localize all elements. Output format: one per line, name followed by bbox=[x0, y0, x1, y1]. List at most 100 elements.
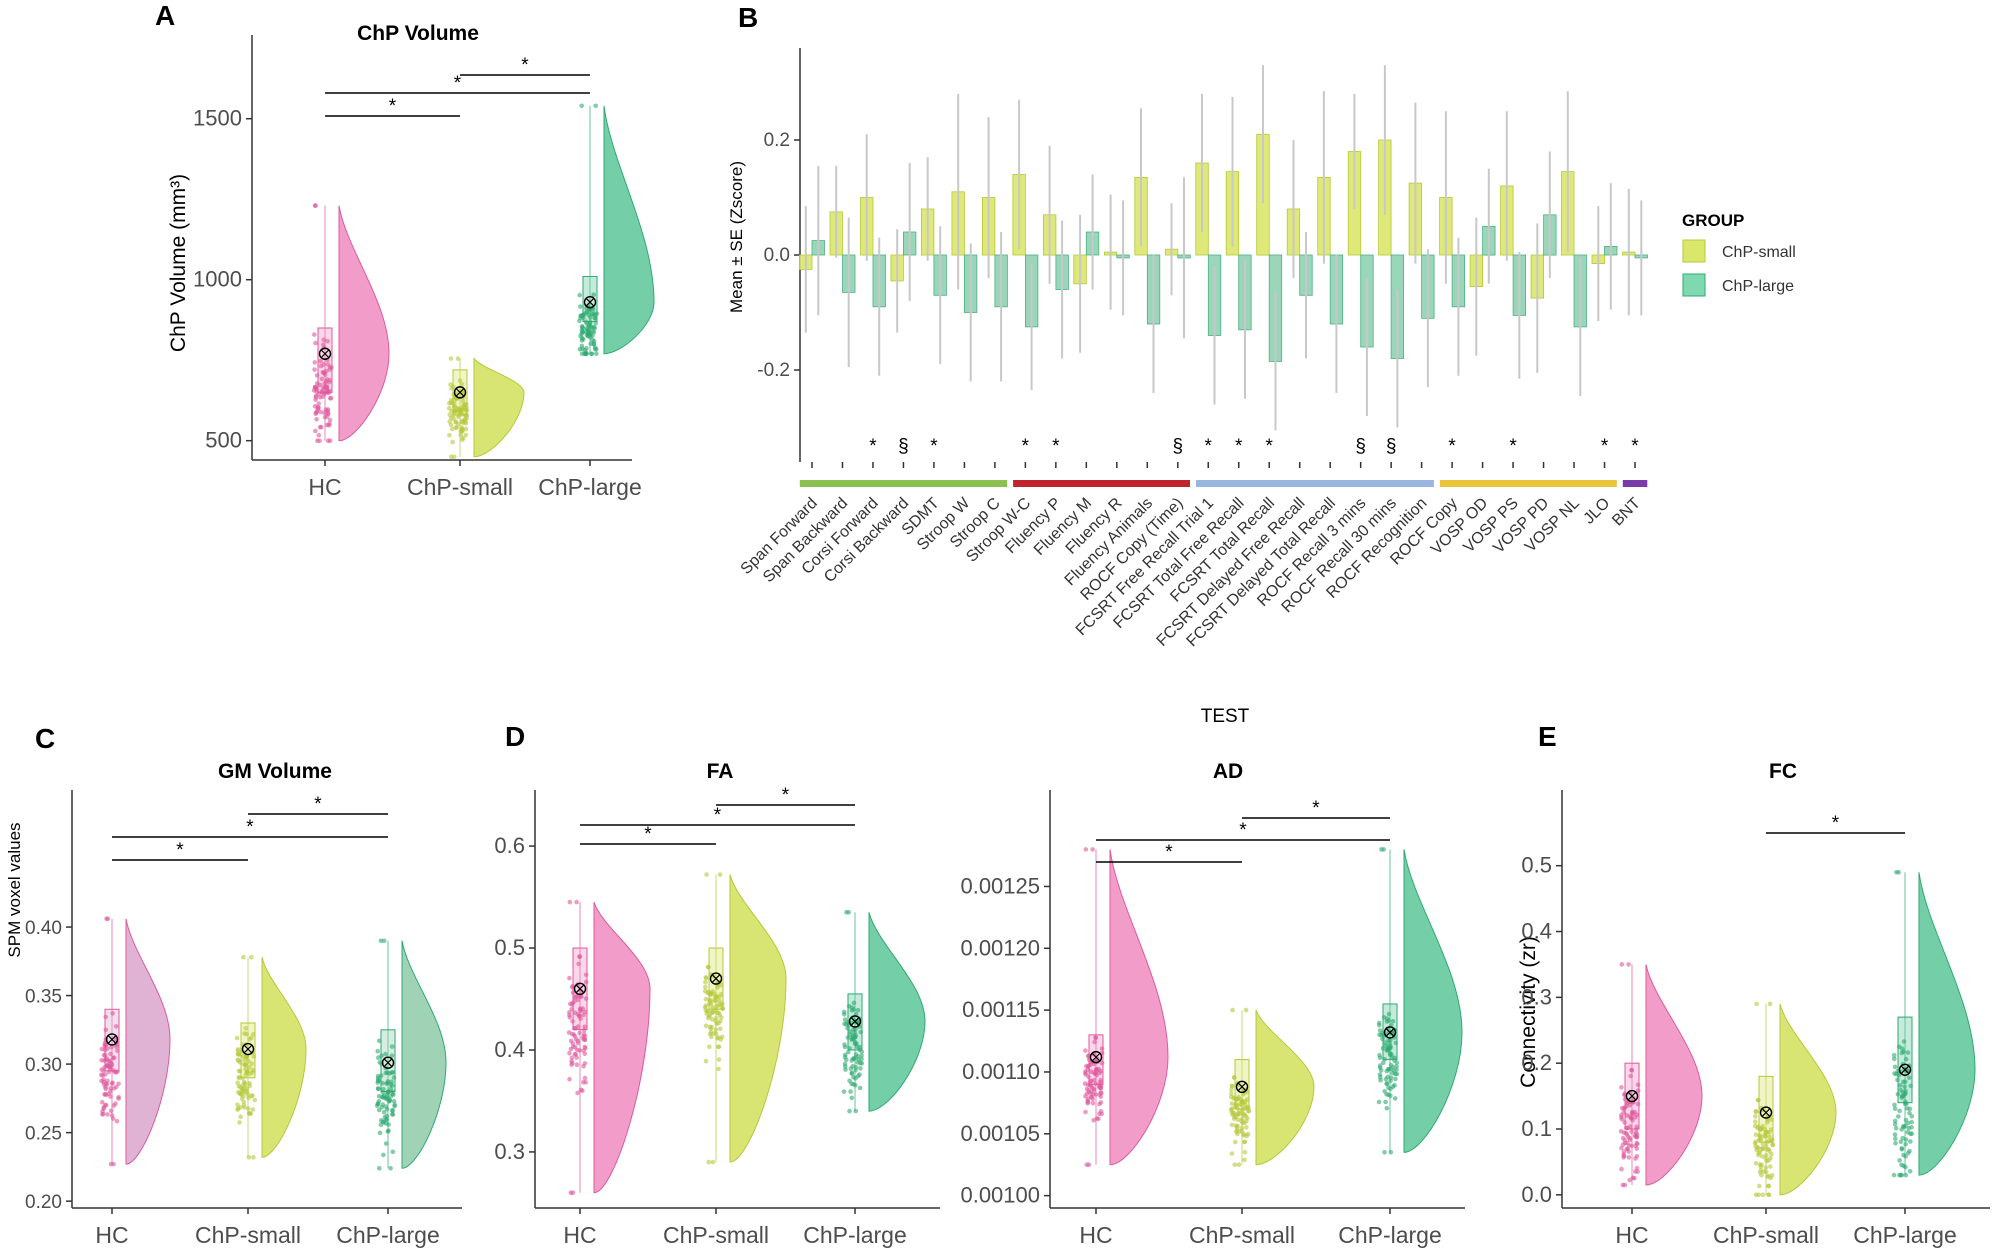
ad-data-point bbox=[1386, 1085, 1391, 1091]
fc-data-point bbox=[1769, 1152, 1774, 1157]
fc-y-tick-label: 0.0 bbox=[1521, 1182, 1552, 1207]
chp-volume-data-point bbox=[590, 307, 596, 313]
panel-label-b: B bbox=[738, 2, 758, 33]
ad-data-point bbox=[1378, 1068, 1384, 1073]
fc-data-point bbox=[1895, 1092, 1901, 1097]
chp-volume-mean-marker-cross bbox=[320, 349, 330, 359]
ad-y-tick-label: 0.00115 bbox=[962, 997, 1040, 1022]
gm-volume-data-point bbox=[116, 1096, 121, 1101]
ad-data-point bbox=[1229, 1091, 1234, 1096]
domain-bar bbox=[1439, 480, 1617, 487]
chp-volume-data-point bbox=[579, 103, 584, 109]
fc-data-point bbox=[1909, 1119, 1914, 1125]
gm-volume-mean-marker-cross bbox=[243, 1044, 253, 1054]
fa-data-point bbox=[709, 1017, 715, 1022]
ad-data-point bbox=[1388, 1150, 1394, 1155]
chp-volume-data-point bbox=[320, 394, 326, 400]
fa-data-point bbox=[577, 954, 582, 959]
chp-volume-data-point bbox=[326, 411, 331, 417]
gm-volume-data-point bbox=[391, 1075, 397, 1080]
gm-volume-data-point bbox=[99, 1067, 104, 1072]
fa-density-2 bbox=[868, 912, 926, 1112]
fa-data-point bbox=[855, 1007, 861, 1013]
fc-y-axis-title: Connectivity (zr) bbox=[1517, 936, 1540, 1088]
chp-volume-data-point bbox=[460, 437, 465, 443]
fa-data-point bbox=[707, 1024, 713, 1030]
fa-data-point bbox=[719, 1015, 724, 1020]
fa-data-point bbox=[710, 1009, 715, 1014]
ad-data-point bbox=[1380, 1046, 1386, 1051]
ad-data-point bbox=[1382, 1056, 1387, 1062]
chp-volume-data-point bbox=[322, 415, 328, 420]
fc-data-point bbox=[1633, 1169, 1638, 1174]
fa-data-point bbox=[848, 1066, 854, 1071]
chp-volume-data-point bbox=[457, 378, 463, 383]
chp-volume-data-point bbox=[321, 342, 326, 348]
fa-title: FA bbox=[707, 760, 734, 783]
fc-data-point bbox=[1627, 1137, 1633, 1143]
gm-volume-data-point bbox=[103, 1014, 108, 1020]
chp-volume-data-point bbox=[592, 326, 598, 331]
ad-data-point bbox=[1084, 1086, 1090, 1091]
chp-volume-data-point bbox=[455, 421, 461, 427]
fa-significance-star: * bbox=[714, 805, 722, 826]
ad-data-point bbox=[1229, 1151, 1235, 1156]
chp-volume-data-point bbox=[594, 346, 599, 352]
gm-volume-data-point bbox=[377, 1130, 383, 1136]
chp-volume-x-category-label: HC bbox=[308, 474, 341, 500]
fc-data-point bbox=[1634, 1165, 1640, 1171]
fc-data-point bbox=[1766, 1192, 1771, 1198]
fa-data-point bbox=[717, 998, 722, 1004]
fa-data-point bbox=[567, 899, 573, 905]
test-x-axis-title: TEST bbox=[1201, 706, 1250, 727]
fc-data-point bbox=[1753, 1109, 1759, 1115]
fc-data-point bbox=[1759, 1154, 1765, 1159]
ad-data-point bbox=[1242, 1106, 1248, 1111]
fc-data-point bbox=[1766, 1139, 1772, 1144]
ad-density-1 bbox=[1255, 1009, 1315, 1166]
chp-volume-data-point bbox=[314, 381, 320, 386]
gm-volume-data-point bbox=[378, 938, 384, 944]
gm-volume-y-tick-label: 0.35 bbox=[25, 987, 62, 1008]
gm-volume-data-point bbox=[389, 1070, 395, 1075]
ad-data-point bbox=[1394, 1064, 1399, 1069]
ad-data-point bbox=[1083, 1093, 1088, 1099]
chp-volume-title: ChP Volume bbox=[357, 22, 479, 45]
chp-volume-data-point bbox=[460, 428, 465, 434]
test-significance-mark: * bbox=[930, 436, 938, 457]
fa-data-point bbox=[849, 1005, 855, 1010]
fc-data-point bbox=[1907, 1110, 1912, 1116]
gm-volume-significance-star: * bbox=[246, 817, 254, 838]
gm-volume-data-point bbox=[383, 1070, 389, 1076]
chp-volume-data-point bbox=[584, 310, 589, 315]
fa-data-point bbox=[703, 975, 709, 981]
gm-volume-data-point bbox=[234, 1035, 240, 1041]
fc-data-point bbox=[1763, 1143, 1769, 1149]
gm-volume-data-point bbox=[243, 1026, 248, 1031]
gm-volume-data-point bbox=[105, 916, 111, 922]
gm-volume-data-point bbox=[390, 1149, 396, 1155]
ad-data-point bbox=[1083, 1069, 1088, 1074]
ad-data-point bbox=[1098, 1090, 1104, 1095]
fc-data-point bbox=[1768, 1127, 1774, 1132]
fa-data-point bbox=[703, 984, 708, 990]
gm-volume-data-point bbox=[99, 1078, 104, 1084]
gm-volume-data-point bbox=[241, 1103, 247, 1108]
ad-data-point bbox=[1377, 1072, 1383, 1077]
fc-data-point bbox=[1760, 1145, 1765, 1151]
fc-data-point bbox=[1635, 1088, 1641, 1093]
ad-mean-marker bbox=[1089, 1050, 1103, 1064]
chp-volume-data-point bbox=[313, 428, 318, 434]
fa-data-point bbox=[570, 1044, 576, 1049]
ad-data-point bbox=[1084, 1162, 1090, 1167]
gm-volume-data-point bbox=[377, 1060, 383, 1065]
ad-data-point bbox=[1097, 1083, 1102, 1089]
fc-data-point bbox=[1892, 1102, 1897, 1108]
gm-volume-data-point bbox=[108, 1161, 114, 1167]
fa-data-point bbox=[581, 1027, 587, 1033]
fa-data-point bbox=[718, 992, 724, 997]
ad-data-point bbox=[1236, 1111, 1241, 1116]
gm-volume-data-point bbox=[113, 1024, 119, 1029]
chp-volume-data-point bbox=[586, 323, 592, 328]
ad-data-point bbox=[1097, 1101, 1102, 1107]
